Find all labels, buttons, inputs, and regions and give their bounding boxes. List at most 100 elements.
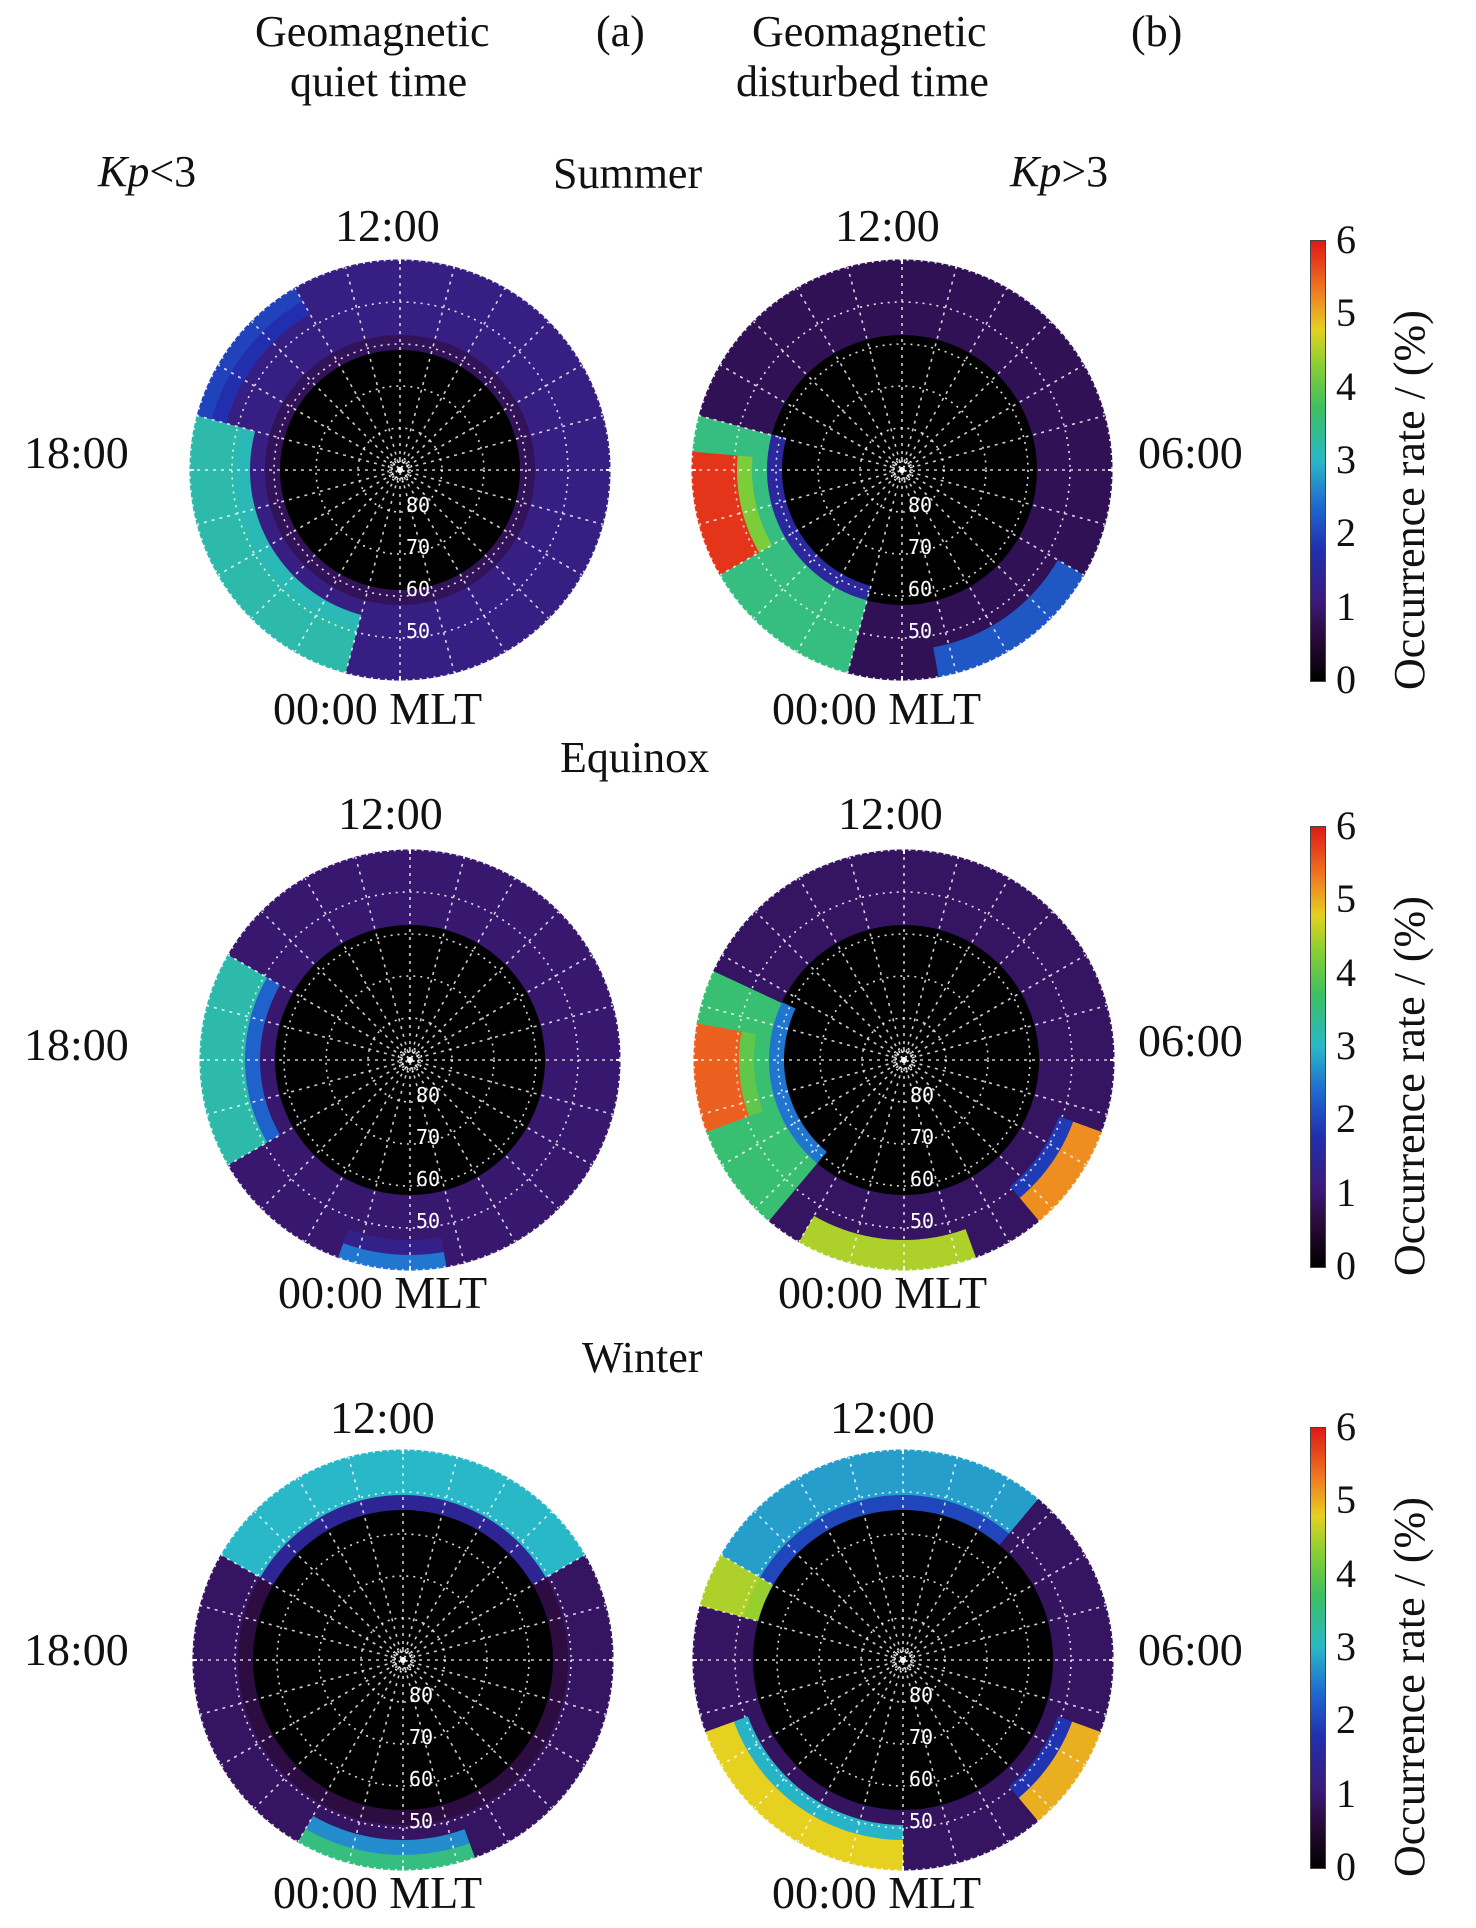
occurrence-cell <box>846 657 869 678</box>
occurrence-cell <box>381 894 398 913</box>
occurrence-cell <box>863 321 880 340</box>
occurrence-cell <box>695 1692 715 1715</box>
occurrence-cell <box>387 1809 403 1826</box>
occurrence-cell <box>376 334 391 352</box>
occurrence-cell <box>718 1720 740 1743</box>
occurrence-cell <box>312 561 332 582</box>
occurrence-cell <box>1089 503 1110 526</box>
occurrence-cell <box>222 1643 239 1660</box>
occurrence-cell <box>728 1597 749 1618</box>
occurrence-cell <box>333 280 355 301</box>
mlt-spoke <box>402 1659 459 1864</box>
occurrence-cell <box>1081 1026 1099 1046</box>
occurrence-cell <box>441 867 462 887</box>
occurrence-cell <box>364 1851 387 1870</box>
occurrence-cell <box>373 850 395 868</box>
occurrence-cell <box>229 1043 246 1060</box>
panel-summer-quiet: 80 70 60 50 <box>180 250 620 690</box>
occurrence-cell <box>219 1756 244 1781</box>
occurrence-cell <box>399 589 412 606</box>
occurrence-cell <box>1068 1044 1085 1062</box>
mlt-spoke <box>217 469 401 576</box>
occurrence-cell <box>468 1836 493 1859</box>
occurrence-cell <box>1066 454 1083 472</box>
latitude-ring <box>283 933 537 1187</box>
occurrence-cell <box>768 1069 786 1084</box>
occurrence-cell <box>710 551 734 576</box>
occurrence-cell <box>753 1070 772 1087</box>
latitude-label-60: 60 <box>908 577 932 601</box>
occurrence-cell <box>830 1242 854 1264</box>
occurrence-cell <box>1018 527 1039 547</box>
occurrence-cell <box>1085 397 1106 421</box>
occurrence-cell <box>263 393 284 413</box>
latitude-ring <box>817 385 987 555</box>
occurrence-cell <box>914 1192 931 1211</box>
occurrence-cell <box>714 1105 735 1127</box>
occurrence-cell <box>573 977 595 1000</box>
occurrence-cell <box>440 1800 460 1821</box>
occurrence-cell <box>579 452 596 472</box>
occurrence-cell <box>1084 520 1106 544</box>
occurrence-cell <box>400 259 420 276</box>
occurrence-cell <box>206 1109 227 1133</box>
occurrence-cell <box>562 484 580 503</box>
pole-ring <box>395 465 405 475</box>
occurrence-cell <box>457 333 477 354</box>
occurrence-cell <box>833 1503 853 1525</box>
occurrence-cell <box>424 1237 444 1255</box>
occurrence-cell <box>1051 393 1073 415</box>
occurrence-cell <box>741 507 762 527</box>
occurrence-cell <box>251 430 270 447</box>
occurrence-cell <box>400 304 416 321</box>
occurrence-cell <box>323 586 343 607</box>
occurrence-cell <box>917 275 938 293</box>
occurrence-cell <box>329 1842 353 1864</box>
mlt-spoke <box>227 954 411 1061</box>
occurrence-cell <box>751 442 770 459</box>
occurrence-cell <box>1083 1042 1100 1062</box>
occurrence-cell <box>939 610 959 631</box>
occurrence-cell <box>868 1237 889 1255</box>
latitude-label-80: 80 <box>909 1683 933 1707</box>
occurrence-cell <box>545 990 567 1010</box>
occurrence-cell <box>391 1239 410 1256</box>
occurrence-cell <box>210 1690 230 1711</box>
occurrence-cell <box>215 1074 233 1094</box>
occurrence-cell <box>861 896 879 916</box>
occurrence-cell <box>367 896 385 916</box>
panel-equinox-quiet: 80 70 60 50 <box>190 840 630 1280</box>
occurrence-cell <box>491 1228 516 1252</box>
occurrence-cell <box>393 1224 410 1241</box>
occurrence-cell <box>834 903 854 925</box>
occurrence-cell <box>226 1156 251 1181</box>
colorbar-tick-6: 6 <box>1336 803 1356 848</box>
latitude-label-50: 50 <box>909 1809 933 1833</box>
occurrence-cell <box>887 1809 903 1826</box>
occurrence-cell <box>594 451 611 472</box>
occurrence-cell <box>1036 470 1053 485</box>
latitude-ring <box>273 343 527 597</box>
equinox-dusk-label: 18:00 <box>24 1019 129 1070</box>
occurrence-cell <box>224 1687 244 1707</box>
occurrence-cell <box>900 664 921 681</box>
occurrence-cell <box>587 503 608 526</box>
occurrence-cell <box>1038 1060 1055 1075</box>
occurrence-cell <box>944 295 965 316</box>
occurrence-cell <box>713 1705 734 1727</box>
occurrence-cell <box>1077 1091 1097 1112</box>
occurrence-cell <box>848 1247 871 1268</box>
occurrence-cell <box>852 1233 873 1253</box>
occurrence-cell <box>1057 408 1077 429</box>
occurrence-cell <box>706 468 723 488</box>
occurrence-cell <box>1063 939 1088 964</box>
occurrence-cell <box>594 1676 613 1699</box>
occurrence-cell <box>694 414 715 437</box>
occurrence-cell <box>370 1822 389 1840</box>
latitude-label-80: 80 <box>409 1683 433 1707</box>
occurrence-cell <box>1034 481 1053 498</box>
occurrence-cell <box>534 470 551 485</box>
occurrence-cell <box>838 328 857 348</box>
mlt-spoke <box>196 469 401 526</box>
occurrence-cell <box>232 1715 254 1737</box>
